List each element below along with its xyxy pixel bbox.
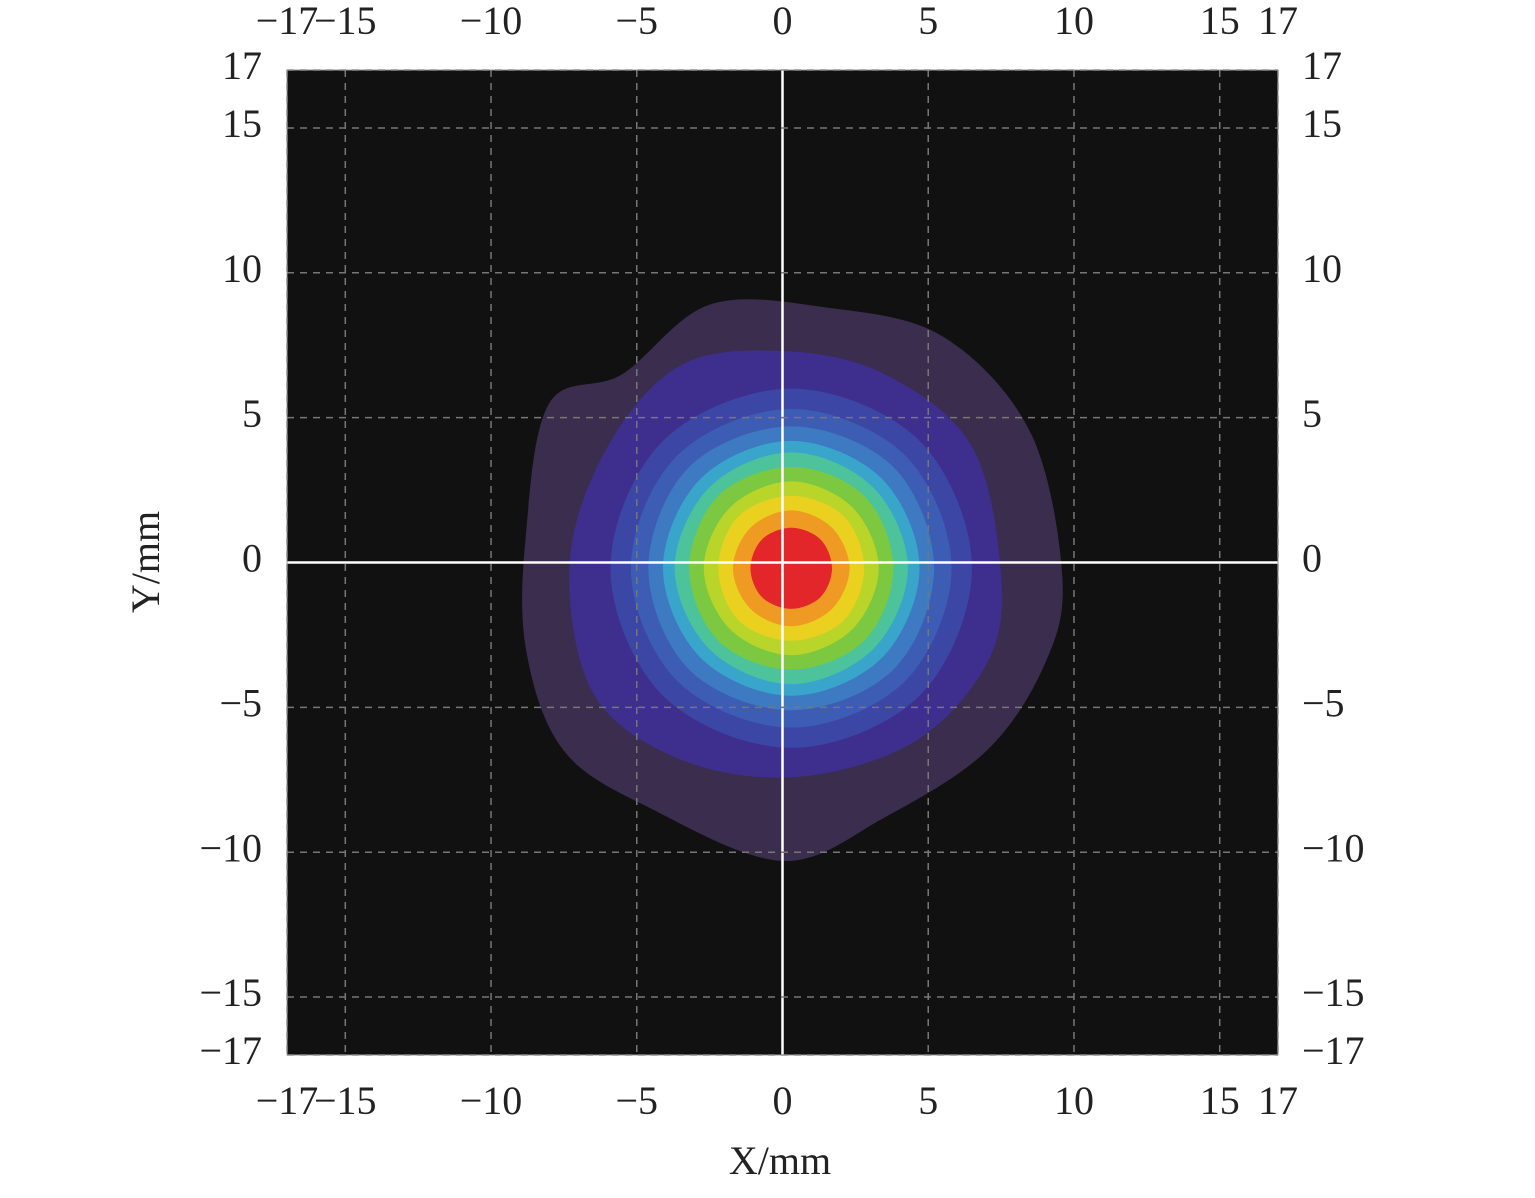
- y-tick-label: −5: [1302, 681, 1345, 726]
- y-tick-label: 0: [1302, 536, 1322, 581]
- x-tick-label: 15: [1200, 0, 1240, 43]
- y-tick-label: 10: [222, 246, 262, 291]
- x-tick-label: −10: [460, 0, 523, 43]
- x-tick-label: 15: [1200, 1078, 1240, 1123]
- y-tick-label: −10: [199, 825, 262, 870]
- y-tick-label: −17: [199, 1028, 262, 1073]
- y-tick-label: −15: [199, 970, 262, 1015]
- y-tick-label: −17: [1302, 1028, 1365, 1073]
- y-tick-label: 17: [1302, 43, 1342, 88]
- x-tick-label: 17: [1258, 0, 1298, 43]
- x-tick-label: 5: [918, 1078, 938, 1123]
- y-tick-label: 17: [222, 43, 262, 88]
- x-tick-label: −10: [460, 1078, 523, 1123]
- x-tick-label: 10: [1054, 1078, 1094, 1123]
- x-tick-label: 10: [1054, 0, 1094, 43]
- contour-region: [750, 527, 833, 609]
- x-axis-label: X/mm: [729, 1138, 831, 1183]
- x-tick-label: 17: [1258, 1078, 1298, 1123]
- y-tick-label: 15: [1302, 101, 1342, 146]
- x-tick-label: −5: [615, 0, 658, 43]
- x-tick-label: −17: [256, 0, 319, 43]
- y-tick-label: 15: [222, 101, 262, 146]
- plot-frame: [286, 69, 1279, 1056]
- y-tick-label: −5: [219, 681, 262, 726]
- y-axis-label: Y/mm: [123, 511, 168, 613]
- x-tick-label: −15: [314, 0, 377, 43]
- x-tick-label: −15: [314, 1078, 377, 1123]
- x-tick-label: −5: [615, 1078, 658, 1123]
- x-tick-label: −17: [256, 1078, 319, 1123]
- y-tick-label: −15: [1302, 970, 1365, 1015]
- y-tick-label: −10: [1302, 825, 1365, 870]
- x-tick-label: 0: [773, 1078, 793, 1123]
- y-tick-label: 10: [1302, 246, 1342, 291]
- y-tick-label: 0: [242, 536, 262, 581]
- y-tick-label: 5: [242, 391, 262, 436]
- y-tick-label: 5: [1302, 391, 1322, 436]
- x-tick-label: 0: [773, 0, 793, 43]
- x-tick-label: 5: [918, 0, 938, 43]
